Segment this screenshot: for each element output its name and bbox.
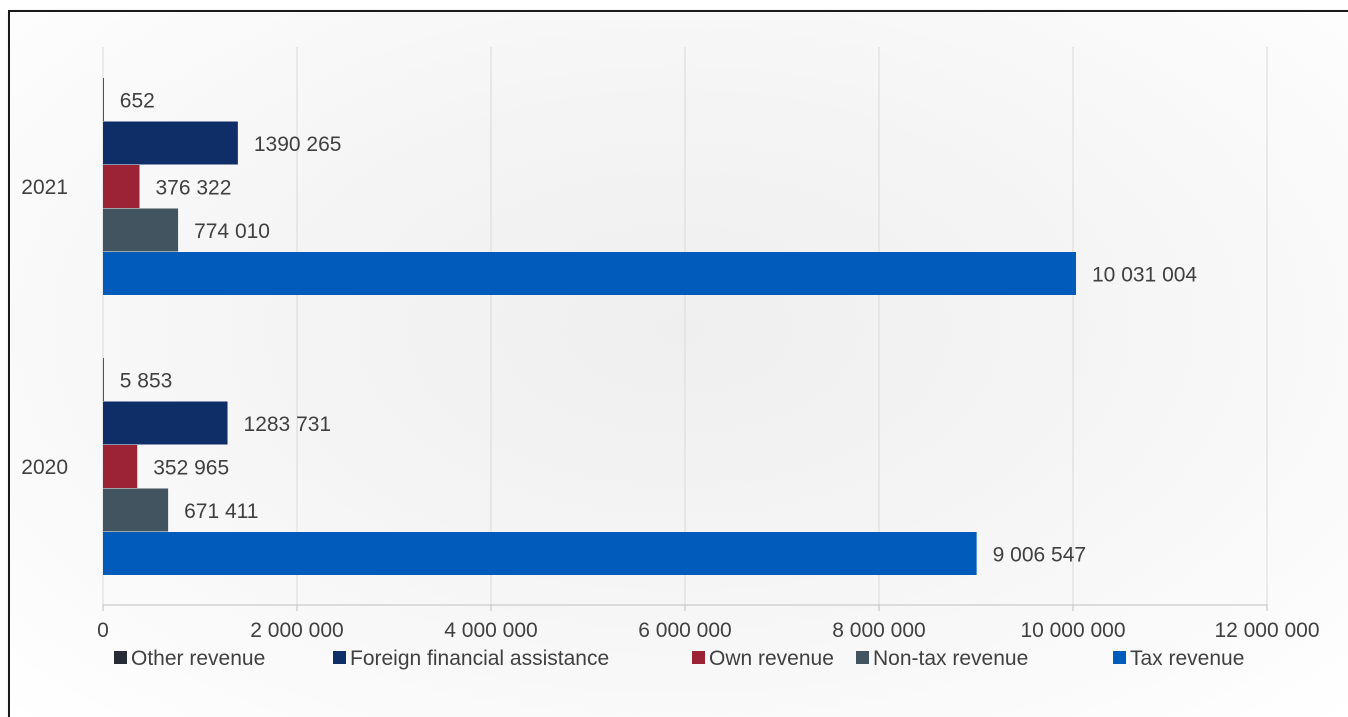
legend-label: Own revenue (709, 647, 834, 670)
data-label: 10 031 004 (1092, 264, 1197, 287)
data-label: 774 010 (194, 220, 270, 243)
x-tick-label: 8 000 000 (832, 619, 925, 642)
bar (103, 121, 238, 165)
legend-label: Other revenue (131, 647, 265, 670)
x-tick-label: 2 000 000 (250, 619, 343, 642)
data-label: 671 411 (184, 500, 258, 523)
x-tick-label: 6 000 000 (638, 619, 731, 642)
legend-swatch (692, 651, 705, 664)
bar (103, 165, 140, 208)
x-tick-label: 12 000 000 (1214, 619, 1319, 642)
legend-label: Non-tax revenue (873, 647, 1028, 670)
legend-swatch (114, 651, 127, 664)
x-tick-label: 4 000 000 (444, 619, 537, 642)
bar (103, 488, 169, 532)
data-label: 1283 731 (244, 413, 332, 436)
bar (103, 358, 104, 401)
bar (103, 401, 228, 445)
bar (103, 78, 104, 121)
bar (103, 445, 138, 488)
legend-swatch (1113, 651, 1126, 664)
category-label: 2020 (21, 456, 68, 479)
legend-swatch (856, 651, 869, 664)
legend-label: Tax revenue (1130, 647, 1244, 670)
data-label: 652 (120, 90, 155, 113)
data-label: 1390 265 (254, 133, 342, 156)
data-label: 5 853 (120, 370, 173, 393)
bar (103, 252, 1077, 295)
legend-swatch (333, 651, 346, 664)
bar (103, 532, 977, 575)
x-tick-label: 10 000 000 (1020, 619, 1125, 642)
x-tick-label: 0 (97, 619, 109, 642)
data-label: 9 006 547 (993, 544, 1086, 567)
data-label: 352 965 (153, 457, 229, 480)
legend-label: Foreign financial assistance (350, 647, 609, 670)
category-label: 2021 (21, 176, 68, 199)
bar (103, 208, 179, 252)
data-label: 376 322 (156, 177, 232, 200)
